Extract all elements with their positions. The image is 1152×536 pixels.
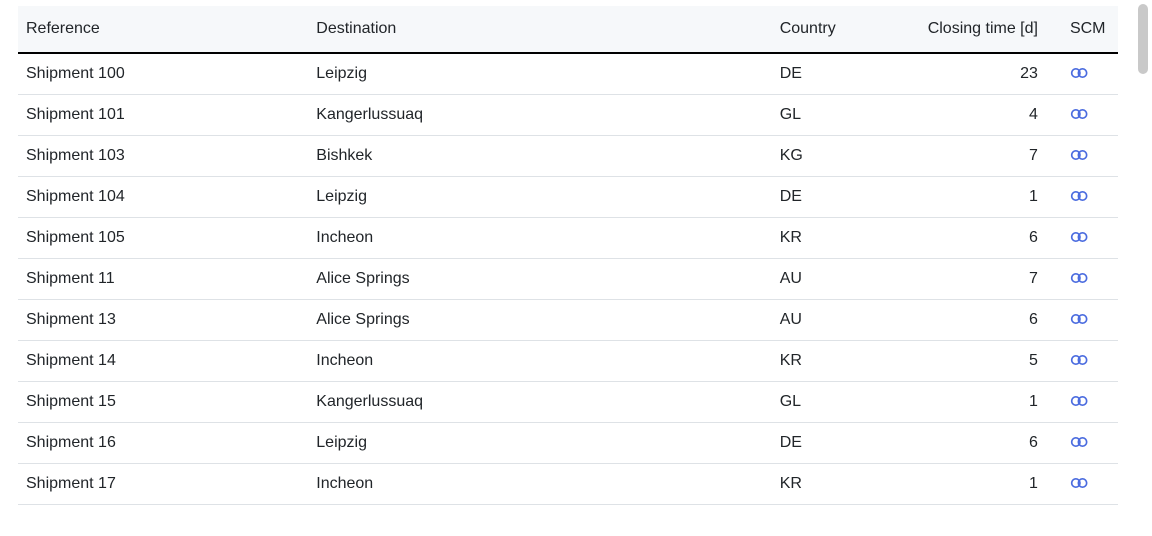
- cell-scm: [1062, 259, 1118, 300]
- table-row[interactable]: Shipment 100LeipzigDE23: [18, 53, 1118, 95]
- cell-destination: Alice Springs: [308, 300, 771, 341]
- cell-scm: [1062, 218, 1118, 259]
- table-body: Shipment 100LeipzigDE23Shipment 101Kange…: [18, 53, 1118, 505]
- table-row[interactable]: Shipment 17IncheonKR1: [18, 464, 1118, 505]
- cell-reference: Shipment 101: [18, 95, 308, 136]
- link-icon[interactable]: [1070, 231, 1090, 245]
- table-row[interactable]: Shipment 101KangerlussuaqGL4: [18, 95, 1118, 136]
- col-header-country[interactable]: Country: [772, 6, 869, 53]
- cell-destination: Kangerlussuaq: [308, 95, 771, 136]
- link-icon[interactable]: [1070, 313, 1090, 327]
- col-header-scm[interactable]: SCM: [1062, 6, 1118, 53]
- cell-destination: Incheon: [308, 218, 771, 259]
- cell-destination: Leipzig: [308, 177, 771, 218]
- link-icon[interactable]: [1070, 477, 1090, 491]
- scrollbar-thumb[interactable]: [1138, 4, 1148, 74]
- cell-country: AU: [772, 300, 869, 341]
- cell-reference: Shipment 16: [18, 423, 308, 464]
- link-icon[interactable]: [1070, 149, 1090, 163]
- cell-destination: Bishkek: [308, 136, 771, 177]
- cell-reference: Shipment 13: [18, 300, 308, 341]
- link-icon[interactable]: [1070, 190, 1090, 204]
- cell-scm: [1062, 464, 1118, 505]
- col-header-reference[interactable]: Reference: [18, 6, 308, 53]
- cell-reference: Shipment 11: [18, 259, 308, 300]
- cell-country: AU: [772, 259, 869, 300]
- link-icon[interactable]: [1070, 354, 1090, 368]
- cell-scm: [1062, 53, 1118, 95]
- cell-scm: [1062, 341, 1118, 382]
- table-row[interactable]: Shipment 104LeipzigDE1: [18, 177, 1118, 218]
- cell-destination: Leipzig: [308, 423, 771, 464]
- table-row[interactable]: Shipment 16LeipzigDE6: [18, 423, 1118, 464]
- cell-closing-time: 4: [868, 95, 1062, 136]
- table-row[interactable]: Shipment 13Alice SpringsAU6: [18, 300, 1118, 341]
- cell-country: GL: [772, 95, 869, 136]
- col-header-destination[interactable]: Destination: [308, 6, 771, 53]
- table-row[interactable]: Shipment 11Alice SpringsAU7: [18, 259, 1118, 300]
- cell-scm: [1062, 177, 1118, 218]
- cell-closing-time: 6: [868, 300, 1062, 341]
- cell-country: KR: [772, 464, 869, 505]
- cell-closing-time: 7: [868, 259, 1062, 300]
- cell-scm: [1062, 382, 1118, 423]
- cell-destination: Incheon: [308, 341, 771, 382]
- link-icon[interactable]: [1070, 436, 1090, 450]
- col-header-closing[interactable]: Closing time [d]: [868, 6, 1062, 53]
- link-icon[interactable]: [1070, 272, 1090, 286]
- cell-country: DE: [772, 53, 869, 95]
- shipments-panel: Reference Destination Country Closing ti…: [0, 0, 1152, 536]
- cell-scm: [1062, 136, 1118, 177]
- cell-reference: Shipment 105: [18, 218, 308, 259]
- cell-closing-time: 6: [868, 218, 1062, 259]
- table-row[interactable]: Shipment 103BishkekKG7: [18, 136, 1118, 177]
- cell-country: KR: [772, 218, 869, 259]
- table-area: Reference Destination Country Closing ti…: [0, 0, 1152, 505]
- link-icon[interactable]: [1070, 67, 1090, 81]
- cell-scm: [1062, 300, 1118, 341]
- cell-closing-time: 23: [868, 53, 1062, 95]
- shipments-table: Reference Destination Country Closing ti…: [18, 6, 1118, 505]
- cell-destination: Incheon: [308, 464, 771, 505]
- cell-country: KG: [772, 136, 869, 177]
- cell-reference: Shipment 14: [18, 341, 308, 382]
- cell-reference: Shipment 100: [18, 53, 308, 95]
- cell-closing-time: 1: [868, 382, 1062, 423]
- cell-scm: [1062, 95, 1118, 136]
- cell-reference: Shipment 103: [18, 136, 308, 177]
- link-icon[interactable]: [1070, 395, 1090, 409]
- cell-reference: Shipment 104: [18, 177, 308, 218]
- cell-country: GL: [772, 382, 869, 423]
- cell-destination: Alice Springs: [308, 259, 771, 300]
- link-icon[interactable]: [1070, 108, 1090, 122]
- table-row[interactable]: Shipment 15KangerlussuaqGL1: [18, 382, 1118, 423]
- cell-closing-time: 1: [868, 177, 1062, 218]
- table-row[interactable]: Shipment 14IncheonKR5: [18, 341, 1118, 382]
- cell-country: DE: [772, 177, 869, 218]
- cell-scm: [1062, 423, 1118, 464]
- cell-country: KR: [772, 341, 869, 382]
- cell-closing-time: 6: [868, 423, 1062, 464]
- cell-closing-time: 1: [868, 464, 1062, 505]
- cell-closing-time: 5: [868, 341, 1062, 382]
- cell-reference: Shipment 17: [18, 464, 308, 505]
- cell-destination: Kangerlussuaq: [308, 382, 771, 423]
- cell-country: DE: [772, 423, 869, 464]
- cell-reference: Shipment 15: [18, 382, 308, 423]
- cell-closing-time: 7: [868, 136, 1062, 177]
- table-row[interactable]: Shipment 105IncheonKR6: [18, 218, 1118, 259]
- table-header-row: Reference Destination Country Closing ti…: [18, 6, 1118, 53]
- cell-destination: Leipzig: [308, 53, 771, 95]
